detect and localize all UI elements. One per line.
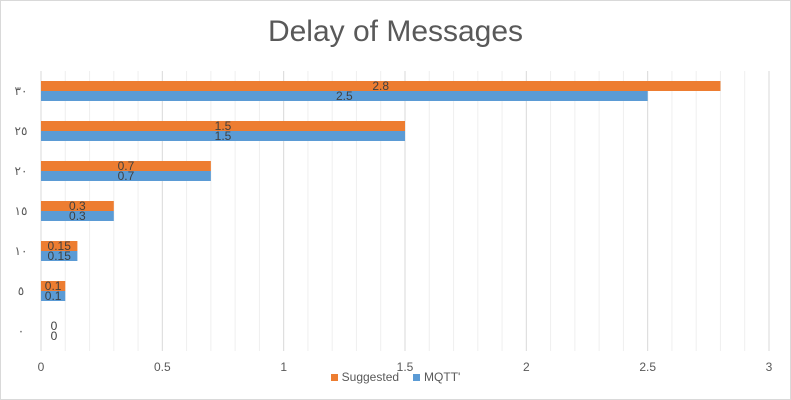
legend-item-mqtt: MQTT' <box>413 370 460 384</box>
x-tick-label: 0 <box>38 360 45 374</box>
x-tick-label: 0.5 <box>154 360 171 374</box>
data-label-suggested: 0.3 <box>69 199 86 213</box>
data-label-suggested: 2.8 <box>372 79 389 93</box>
legend-swatch-mqtt <box>413 373 421 381</box>
x-tick-label: 3 <box>766 360 773 374</box>
chart-title: Delay of Messages <box>267 15 524 48</box>
data-label-suggested: 1.5 <box>215 119 232 133</box>
data-label-suggested: 0 <box>51 319 58 333</box>
y-category-label: ١٥ <box>15 204 28 218</box>
bar-suggested <box>41 121 405 131</box>
bar-suggested <box>41 201 114 211</box>
data-label-mqtt: 1.5 <box>215 129 232 143</box>
bar-suggested <box>41 161 211 171</box>
bar-mqtt <box>41 131 405 141</box>
data-label-mqtt: 0.3 <box>69 209 86 223</box>
bar-mqtt <box>41 291 66 301</box>
legend: Suggested MQTT' <box>1 370 790 384</box>
y-category-label: ٢٠ <box>15 164 28 178</box>
data-label-suggested: 0.15 <box>48 239 72 253</box>
data-label-mqtt: 2.5 <box>336 89 353 103</box>
bar-mqtt <box>41 91 648 101</box>
data-label-mqtt: 0.7 <box>118 169 135 183</box>
data-label-mqtt: 0.15 <box>48 249 72 263</box>
legend-label-suggested: Suggested <box>341 370 400 384</box>
bar-suggested <box>41 81 721 91</box>
legend-label-mqtt: MQTT' <box>424 370 461 384</box>
x-tick-label: 2.5 <box>639 360 656 374</box>
bar-suggested <box>41 281 66 291</box>
bar-mqtt <box>41 171 211 181</box>
y-category-label: ٢٥ <box>15 124 28 138</box>
bar-mqtt <box>41 211 114 221</box>
y-category-label: ٣٠ <box>15 84 28 98</box>
data-label-suggested: 0.7 <box>118 159 135 173</box>
data-label-suggested: 0.1 <box>45 279 62 293</box>
bar-mqtt <box>41 251 78 261</box>
y-category-label: ٥ <box>18 284 24 298</box>
legend-swatch-suggested <box>330 373 338 381</box>
y-category-label: ١٠ <box>15 244 28 258</box>
bar-suggested <box>41 241 78 251</box>
x-tick-label: 1 <box>280 360 287 374</box>
data-label-mqtt: 0 <box>51 329 58 343</box>
x-tick-label: 1.5 <box>397 360 414 374</box>
y-category-label: ٠ <box>18 324 24 338</box>
data-label-mqtt: 0.1 <box>45 289 62 303</box>
x-tick-label: 2 <box>523 360 530 374</box>
legend-item-suggested: Suggested <box>330 370 400 384</box>
